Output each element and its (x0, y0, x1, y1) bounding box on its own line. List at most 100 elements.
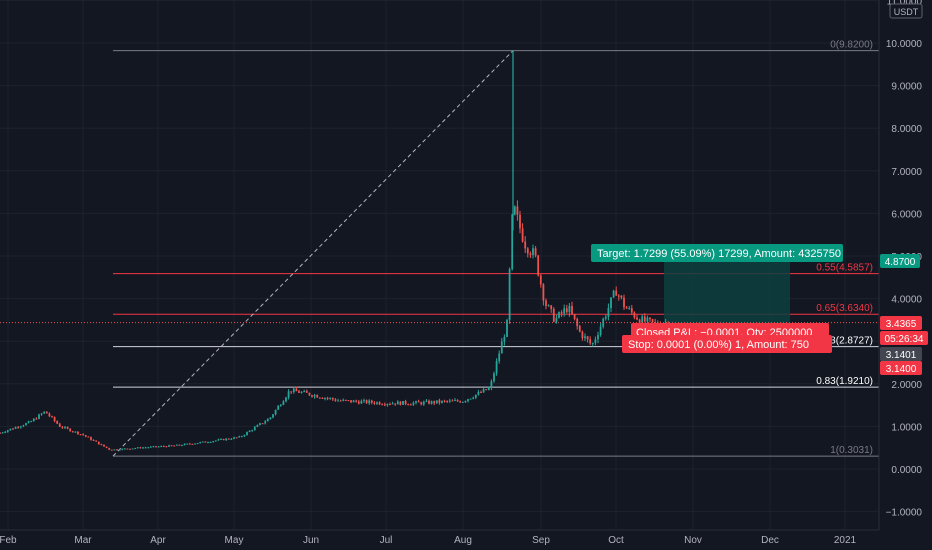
fib-retracement[interactable]: 0(9.8200) 0.55(4.5857) 0.65(3.6340) 0.73(2.… (113, 40, 879, 457)
candle-body (394, 403, 397, 405)
candle-body (272, 414, 274, 418)
candle-body (142, 447, 144, 449)
candle-body (318, 397, 321, 399)
currency-box[interactable] (889, 3, 923, 19)
candle-body (261, 423, 264, 425)
candle-body (623, 297, 625, 308)
candle-body (58, 423, 61, 427)
candle-body (121, 448, 124, 450)
candle-body (300, 391, 303, 393)
candle-body (45, 411, 48, 414)
candle-body (555, 317, 558, 322)
candle-body (56, 421, 59, 424)
target-zone[interactable] (664, 261, 790, 336)
candle-body (311, 395, 313, 397)
candle-body (500, 341, 503, 354)
candle-body (32, 418, 35, 422)
candle-body (464, 401, 467, 403)
candle-body (173, 445, 176, 447)
currency-label: USDT (894, 7, 919, 17)
candle-body (461, 401, 464, 403)
candle-body (246, 432, 248, 436)
candle-body (178, 444, 181, 446)
target-label: Target: 1.7299 (55.09%) 17299, Amount: 4… (597, 248, 841, 260)
candle-body (524, 241, 527, 249)
candle-body (565, 308, 568, 313)
candle-body (282, 401, 285, 405)
fib-trend-line[interactable] (112, 50, 514, 457)
candle-body (573, 314, 576, 319)
candle-body (363, 400, 365, 402)
candle-body (607, 308, 610, 317)
x-tick-label: Aug (454, 535, 472, 546)
candle-body (334, 399, 337, 401)
time-axis[interactable]: Feb Mar Apr May Jun Jul Aug Sep Oct Nov Dec 2021 (0, 535, 857, 546)
x-tick-label: Dec (761, 535, 779, 546)
candle-body (324, 397, 326, 399)
candle-body (407, 404, 410, 406)
candle-body (77, 431, 79, 435)
candle-body (27, 421, 30, 424)
candle-body (646, 317, 649, 322)
candle-body (303, 391, 306, 393)
candle-body (248, 430, 251, 433)
candle-body (168, 445, 170, 447)
candle-body (38, 414, 40, 419)
candle-body (547, 305, 550, 307)
candle-body (360, 401, 363, 404)
target-label-box[interactable] (591, 244, 843, 262)
candle-body (149, 446, 152, 448)
candle-body (295, 388, 298, 392)
candle-body (87, 436, 90, 438)
candle-body (110, 449, 113, 451)
candle-body (6, 430, 9, 432)
candle-body (597, 334, 599, 340)
candle-body (628, 308, 631, 310)
candle-body (584, 336, 586, 339)
candle-body (186, 443, 189, 445)
fib-level-label: 0.65(3.6340) (816, 303, 873, 314)
candle-body (571, 305, 573, 315)
candle-body (217, 439, 220, 441)
candle-body (51, 416, 53, 418)
candle-body (259, 423, 261, 425)
candle-body (615, 290, 618, 296)
candle-body (103, 444, 105, 447)
candle-body (134, 448, 137, 450)
candle-body (235, 437, 238, 439)
countdown: 05:26:34 (885, 334, 924, 345)
candle-body (175, 444, 178, 446)
candle-body (443, 400, 446, 402)
y-tick-label: 2.0000 (891, 380, 922, 391)
candle-body (160, 446, 163, 448)
candle-body (53, 417, 56, 422)
candle-body (251, 430, 254, 432)
candle-body (126, 448, 129, 450)
candle-body (513, 206, 516, 215)
x-tick-label: Sep (532, 535, 550, 546)
candle-body (537, 255, 540, 276)
candle-body (253, 426, 256, 431)
stop-label-box[interactable] (622, 335, 832, 353)
candle-body (503, 336, 506, 342)
candle-body (438, 400, 441, 403)
target-price: 4.8700 (885, 257, 916, 268)
candle-body (409, 404, 412, 406)
candle-body (40, 413, 43, 415)
close-price-badge (880, 347, 922, 361)
candle-body (620, 295, 623, 298)
candle-body (220, 438, 222, 440)
candle-body (279, 404, 282, 406)
candle-body (381, 404, 384, 406)
candle-body (550, 305, 553, 310)
candle-body (617, 295, 620, 297)
candle-body (487, 387, 490, 390)
y-tick-label: 1.0000 (891, 422, 922, 433)
candle-body (64, 427, 66, 429)
fib-level-label: 0(9.8200) (830, 40, 873, 51)
candle-body (368, 400, 371, 404)
candle-body (451, 400, 454, 402)
candle-body (350, 400, 352, 403)
candle-body (222, 438, 225, 441)
